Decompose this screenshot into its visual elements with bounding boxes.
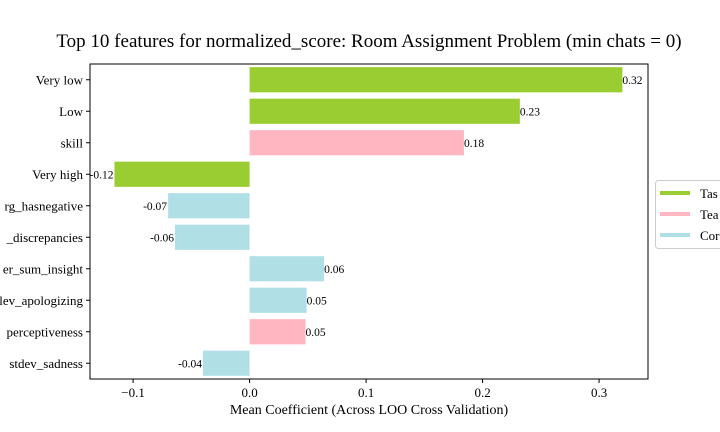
bar-3 (114, 161, 250, 187)
y-tick-label: perceptiveness (6, 324, 83, 339)
bar-4 (168, 193, 250, 219)
bar-value-label: -0.12 (89, 169, 113, 181)
bar-value-label: 0.06 (324, 264, 344, 276)
y-tick-label: lev_apologizing (0, 293, 83, 308)
x-tick-label: 0.2 (474, 385, 490, 400)
y-axis-ticks: Very low Low skill Very high rg_hasnegative _… (0, 72, 90, 371)
bar-value-label: -0.07 (143, 201, 167, 213)
bar-1 (249, 98, 520, 124)
x-tick-label: −0.1 (121, 385, 145, 400)
bar-value-label: 0.05 (307, 295, 327, 307)
bar-value-label: 0.18 (464, 138, 484, 150)
y-tick-label: _discrepancies (5, 230, 83, 245)
y-tick-label: stdev_sadness (9, 356, 83, 371)
x-tick-label: 0.1 (358, 385, 374, 400)
bar-value-label: 0.32 (622, 75, 642, 87)
legend-label: Cor (700, 228, 720, 243)
bar-value-label: 0.23 (520, 106, 540, 118)
y-tick-label: Low (59, 104, 83, 119)
legend: Tas Tea Cor (655, 180, 720, 249)
bar-9 (202, 350, 250, 376)
bar-6 (249, 256, 325, 282)
legend-label: Tea (700, 207, 719, 222)
bar-5 (175, 224, 250, 250)
y-tick-label: rg_hasnegative (5, 198, 84, 213)
x-tick-label: 0.3 (591, 385, 607, 400)
plot-area-frame (89, 63, 649, 380)
y-tick-label: skill (61, 135, 84, 150)
bar-0 (249, 67, 623, 93)
y-tick-label: Very high (32, 167, 83, 182)
bar-8 (249, 319, 306, 345)
x-tick-label: 0.0 (241, 385, 257, 400)
legend-label: Tas (700, 186, 718, 201)
bar-value-label: -0.04 (178, 358, 202, 370)
bar-2 (249, 130, 464, 156)
bar-value-label: 0.05 (306, 327, 326, 339)
x-axis-label: Mean Coefficient (Across LOO Cross Valid… (230, 403, 509, 418)
bar-7 (249, 287, 307, 313)
y-tick-label: er_sum_insight (3, 261, 84, 276)
bars-group: 0.32 0.23 0.18 -0.12 -0.07 -0.06 0.06 0.05 0.05 -… (89, 67, 643, 376)
chart-title: Top 10 features for normalized_score: Ro… (56, 31, 681, 52)
bar-value-label: -0.06 (150, 232, 174, 244)
y-tick-label: Very low (36, 72, 84, 87)
x-axis-ticks: −0.1 0.0 0.1 0.2 0.3 (121, 379, 607, 400)
